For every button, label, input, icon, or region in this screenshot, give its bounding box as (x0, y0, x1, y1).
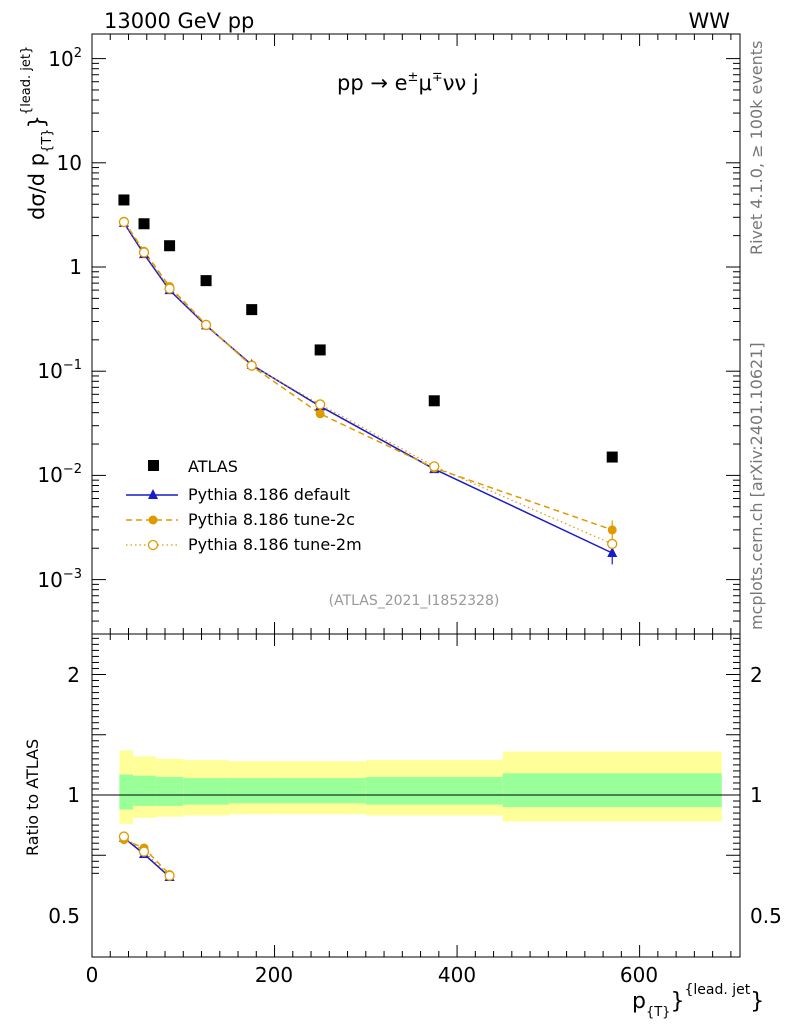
legend-label-tune2c: Pythia 8.186 tune-2c (188, 510, 355, 529)
process-tag: WW (688, 9, 730, 33)
process-mu: μ (418, 71, 431, 95)
axis-ticks (91, 34, 740, 957)
ratio-ytick-1-left: 1 (67, 783, 80, 807)
main-point-default (607, 547, 618, 558)
ratio-y-tick-labels: 2 1 0.5 2 1 0.5 (48, 663, 782, 928)
main-point-atlas (314, 344, 326, 356)
xlabel-brace: } (670, 989, 684, 1014)
process-charge-2: ∓ (432, 70, 443, 85)
main-ylabel-sub: {T} (40, 128, 55, 152)
svg-text:dσ/d p{T}}{lead. jet}: dσ/d p{T}}{lead. jet} (19, 46, 55, 220)
ratio-band-inner (274, 778, 366, 804)
ratio-band-inner (155, 776, 184, 806)
ratio-point-tune2m (118, 831, 130, 842)
ratio-series (118, 831, 175, 881)
main-point-atlas (138, 218, 150, 230)
ratio-band-inner (502, 773, 722, 808)
main-ylabel-sup: {lead. jet} (19, 46, 34, 115)
main-point-atlas (428, 395, 440, 407)
ratio-bands (119, 750, 722, 824)
main-point-atlas (200, 275, 212, 287)
main-ylabel-d: dσ/d p (25, 153, 49, 220)
main-point-atlas (164, 240, 176, 252)
ratio-band-inner (119, 774, 134, 810)
main-point-tune2m (200, 319, 212, 331)
main-point-tune2m (607, 538, 618, 550)
xlabel-brace-2: } (750, 989, 764, 1014)
xlabel-sub: {T} (646, 1005, 670, 1020)
ratio-band-inner (133, 775, 156, 806)
ratio-ytick-2-left: 2 (67, 663, 80, 687)
main-point-tune2m (429, 461, 440, 472)
xtick-200: 200 (255, 963, 293, 987)
main-point-tune2m (246, 360, 257, 371)
main-line-tune2m (123, 221, 613, 545)
xtick-400: 400 (438, 963, 476, 987)
ratio-point-tune2m (138, 846, 150, 857)
main-point-tune2c (315, 409, 325, 419)
ratio-band-inner (365, 776, 503, 805)
main-point-atlas (606, 451, 618, 463)
legend-marker-tune2m (147, 539, 159, 551)
ytick-label-1e1: 10 (57, 151, 82, 175)
main-point-atlas (118, 194, 130, 206)
legend-label-atlas: ATLAS (188, 457, 238, 476)
mcplots-label: mcplots.cern.ch [arXiv:2401.10621] (747, 342, 766, 630)
analysis-id: (ATLAS_2021_I1852328) (329, 593, 500, 609)
main-line-tune2c (123, 220, 613, 531)
x-tick-labels: 0 200 400 600 (86, 963, 658, 987)
main-series (118, 194, 618, 565)
ytick-label-1e-3: 10−3 (37, 567, 82, 592)
ratio-band-inner (228, 778, 275, 804)
ytick-label-1e0: 1 (69, 255, 82, 279)
process-main: pp → e (337, 71, 408, 95)
energy-label: 13000 GeV pp (104, 9, 254, 33)
xlabel-p: p (632, 989, 646, 1014)
process-charge-1: ± (408, 70, 419, 85)
main-y-axis-title: dσ/d p{T}}{lead. jet} (19, 46, 55, 220)
main-point-tune2m (138, 247, 150, 258)
ratio-band-inner (183, 778, 229, 805)
ytick-label-1e-2: 10−2 (37, 462, 82, 487)
legend-label-default: Pythia 8.186 default (188, 485, 350, 504)
ratio-ytick-1-right: 1 (750, 783, 763, 807)
ratio-ytick-05-left: 0.5 (48, 904, 80, 928)
ratio-ytick-05-right: 0.5 (750, 904, 782, 928)
main-ylabel-brace: } (25, 115, 49, 128)
legend: ATLAS Pythia 8.186 default Pythia 8.186 … (126, 457, 362, 554)
xtick-0: 0 (86, 963, 99, 987)
main-point-atlas (246, 304, 258, 316)
legend-label-tune2m: Pythia 8.186 tune-2m (188, 535, 362, 554)
ratio-ytick-2-right: 2 (750, 663, 763, 687)
main-point-tune2m (118, 216, 130, 228)
process-rest: νν j (443, 71, 479, 95)
main-point-tune2m (315, 399, 326, 410)
x-axis-title: p{T}}{lead. jet} (632, 982, 764, 1020)
svg-text:p{T}}{lead. jet}: p{T}}{lead. jet} (632, 982, 764, 1020)
ratio-point-tune2m (164, 870, 175, 881)
process-label: pp → e±μ∓νν j (337, 70, 479, 95)
legend-marker-atlas (148, 460, 159, 471)
legend-marker-tune2c (148, 515, 158, 525)
rivet-label: Rivet 4.1.0, ≥ 100k events (747, 41, 766, 255)
ytick-label-1e-1: 10−1 (37, 358, 82, 383)
xtick-600: 600 (620, 963, 658, 987)
legend-marker-default (148, 489, 158, 499)
xlabel-sup: {lead. jet (684, 982, 750, 998)
main-point-tune2m (164, 283, 175, 294)
main-point-tune2c (607, 525, 617, 535)
ytick-label-1e2: 102 (48, 46, 82, 71)
main-y-tick-labels: 102 10 1 10−1 10−2 10−3 (37, 46, 82, 592)
ratio-y-axis-title: Ratio to ATLAS (23, 739, 42, 856)
